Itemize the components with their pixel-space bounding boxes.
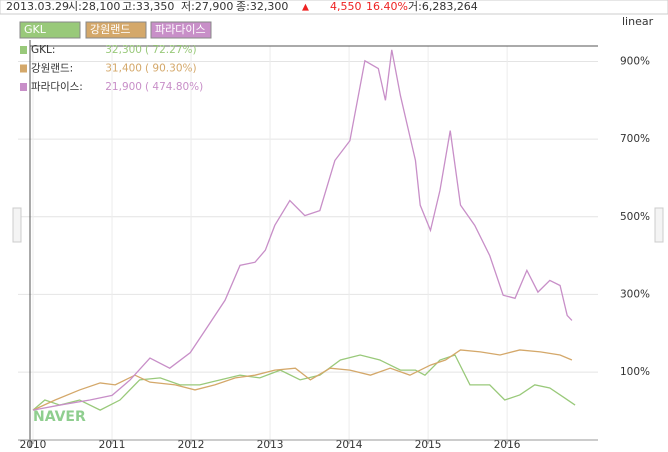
legend-pct: ( 90.30%) [145,63,197,75]
y-tick-label: 300% [620,288,650,300]
info-change: 4,550 [330,0,362,13]
legend-button[interactable] [150,21,212,39]
legend-pct: ( 474.80%) [145,81,203,93]
info-high: 고:33,350 [122,0,174,13]
info-arrow: ▲ [302,3,309,13]
watermark: NAVER [33,409,86,425]
series-line [32,354,576,411]
y-tick-label: 900% [620,56,650,68]
scale-mode[interactable]: linear [622,15,654,28]
legend-swatch [20,83,27,91]
legend-button-label: GKL [24,23,47,36]
legend-button[interactable] [85,21,147,39]
y-tick-label: 700% [620,133,650,145]
info-date: 2013.03.29 [6,0,69,13]
right-handle[interactable] [654,207,664,243]
y-tick-label: 500% [620,211,650,223]
legend-price: 32,300 [105,44,142,56]
info-bar [0,0,668,15]
legend-swatch [20,46,27,54]
legend-swatch [20,64,27,73]
legend-name: 강원랜드: [31,63,73,75]
legend-button-label: 강원랜드 [90,23,130,36]
info-close: 종:32,300 [236,0,288,13]
left-handle[interactable] [12,207,22,243]
legend-name: 파라다이스: [31,81,83,93]
series-line [32,49,573,411]
legend-button-label: 파라다이스 [155,23,206,36]
grid [18,46,598,440]
legend-name: GKL: [31,44,55,56]
info-open: 시:28,100 [68,0,120,13]
info-change-pct: 16.40% [366,0,408,13]
legend-pct: ( 72.27%) [145,44,197,56]
y-tick-label: 100% [620,366,650,378]
legend-button[interactable] [19,21,81,39]
legend-price: 21,900 [105,81,142,93]
info-volume: 거:6,283,264 [408,0,478,13]
legend-price: 31,400 [105,63,142,75]
series-line [32,349,573,411]
info-row: 2013.03.29 시:28,100 고:33,350 저:27,900 종:… [6,0,478,13]
info-low: 저:27,900 [181,0,233,13]
